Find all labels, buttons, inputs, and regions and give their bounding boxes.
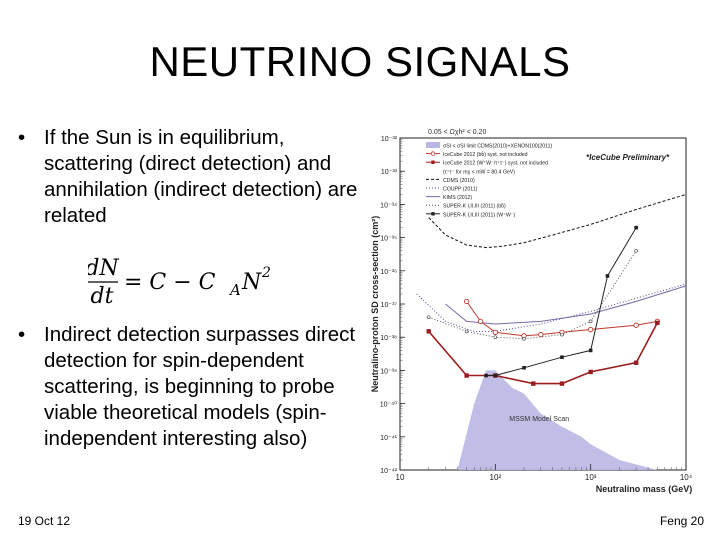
x-tick-label: 10³ [585, 473, 597, 482]
y-tick-label: 10⁻⁴¹ [380, 435, 397, 442]
x-axis-label: Neutralino mass (GeV) [596, 484, 693, 494]
series-layer [416, 193, 687, 386]
x-tick-label: 10² [490, 473, 502, 482]
data-point [560, 355, 564, 359]
y-tick-label: 10⁻³⁷ [381, 302, 398, 309]
y-tick-label: 10⁻³³ [381, 169, 398, 176]
data-point [588, 348, 593, 353]
series-line-2 [416, 283, 687, 332]
data-point [531, 381, 536, 386]
data-point [633, 322, 639, 328]
legend-marker [430, 151, 436, 156]
data-point [655, 320, 660, 326]
data-point [463, 298, 470, 305]
mssm-region [457, 370, 658, 470]
x-tick-label: 10 [396, 473, 405, 482]
data-point [605, 274, 610, 278]
bullet-glyph: • [18, 126, 26, 149]
formula-numerator: dN [88, 256, 119, 281]
bullet-glyph: • [18, 323, 26, 346]
legend-marker [431, 160, 435, 164]
series-line-1 [428, 193, 687, 249]
legend-entry: KIMS (2012) [443, 195, 472, 201]
legend-entry: SUPER-K I,II,III (2011) (W⁺W⁻) [443, 212, 516, 218]
region-layer: MSSM Model Scan [457, 370, 658, 470]
equilibrium-formula: dN dt = C − C A N 2 [85, 255, 288, 311]
bullet-item-2: • Indirect detection surpasses direct de… [18, 322, 363, 452]
series-line-3 [445, 285, 687, 325]
formula-exponent: 2 [261, 265, 271, 281]
chart-svg: 0.05 < Ωχh² < 0.20 MSSM Model Scan 10⁻⁴²… [370, 129, 693, 494]
formula-rhs: = C − C [124, 270, 216, 295]
data-point [588, 319, 593, 324]
y-tick-label: 10⁻³⁴ [380, 202, 397, 209]
y-tick-label: 10⁻³² [381, 136, 398, 143]
data-point [493, 373, 498, 378]
data-point [493, 335, 498, 340]
data-point [464, 329, 469, 334]
legend: σSI < σSI limit CDMS(2010)+XENON100(2011… [426, 142, 553, 218]
legend-entry: SUPER-K I,II,III (2011) (bb̄) [443, 203, 506, 210]
y-axis-label: Neutralino-proton SD cross-section (cm²) [370, 216, 380, 393]
footer-date: 19 Oct 12 [18, 514, 71, 528]
legend-entry: (τ⁺τ⁻ for mχ < mW = 80.4 GeV) [443, 169, 515, 175]
legend-entry: COUPP (2011) [443, 187, 478, 193]
data-point [633, 360, 639, 365]
data-point [538, 331, 544, 338]
bullet-text-2: Indirect detection surpasses direct dete… [44, 323, 356, 450]
slide-title: NEUTRINO SIGNALS [149, 38, 571, 85]
legend-entry: σSI < σSI limit CDMS(2010)+XENON100(2011… [443, 144, 553, 150]
data-point [426, 315, 431, 320]
y-tick-label: 10⁻⁴² [380, 468, 397, 475]
preliminary-label: *IceCube Preliminary* [586, 153, 670, 162]
y-tick-label: 10⁻³⁵ [380, 236, 397, 243]
legend-swatch [426, 142, 440, 148]
bullet-text-1: If the Sun is in equilibrium, scattering… [44, 126, 358, 227]
data-point [522, 336, 526, 341]
plot-frame [399, 137, 687, 471]
formula-variable: N [241, 270, 262, 295]
x-tick-label: 10⁴ [680, 473, 693, 482]
data-point [477, 318, 484, 325]
y-tick-label: 10⁻³⁹ [380, 368, 397, 375]
formula-subscript: A [228, 281, 241, 299]
data-point [464, 373, 469, 378]
data-point [634, 248, 639, 253]
data-point [484, 373, 488, 378]
footer-page: Feng 20 [659, 514, 704, 528]
bullet-item-1: • If the Sun is in equilibrium, scatteri… [18, 125, 363, 229]
tick-layer: 10⁻⁴² 10⁻⁴¹ 10⁻⁴⁰ 10⁻³⁹ 10⁻³⁸ 10⁻³⁷ 10⁻³⁶ 10⁻³⁵… [380, 136, 693, 482]
y-tick-label: 10⁻³⁸ [380, 335, 397, 342]
legend-entry: IceCube 2012 (bb̄) syst. not included [443, 151, 528, 158]
data-point [588, 369, 593, 375]
y-tick-label: 10⁻⁴⁰ [380, 401, 397, 409]
chart-header-text: 0.05 < Ωχh² < 0.20 [428, 129, 486, 136]
legend-marker [431, 212, 435, 216]
data-point [522, 365, 526, 370]
data-point [492, 329, 498, 335]
legend-entry: CDMS (2010) [443, 178, 475, 184]
formula-denominator: dt [91, 284, 114, 307]
data-point [426, 329, 431, 334]
data-point [588, 326, 594, 333]
data-point [634, 225, 638, 230]
data-point [560, 332, 564, 337]
y-tick-label: 10⁻³⁶ [380, 269, 397, 276]
icecube-limit-plot: 0.05 < Ωχh² < 0.20 MSSM Model Scan 10⁻⁴²… [364, 122, 694, 497]
data-point [559, 381, 565, 386]
region-label: MSSM Model Scan [509, 416, 569, 423]
legend-entry: IceCube 2012 (W⁺W⁻/τ⁺τ⁻) syst. not inclu… [443, 161, 548, 167]
series-line-5 [428, 322, 659, 385]
